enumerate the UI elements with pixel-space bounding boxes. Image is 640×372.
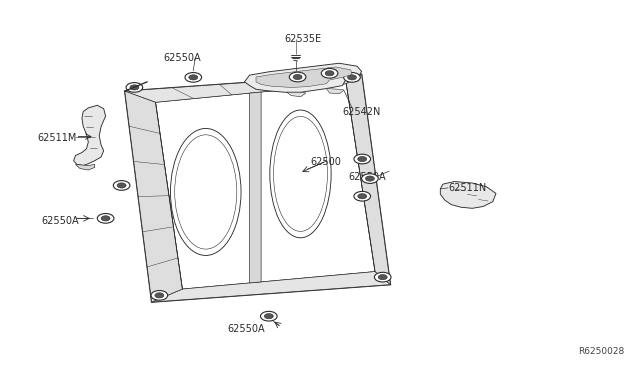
Circle shape bbox=[113, 180, 130, 190]
Circle shape bbox=[293, 74, 302, 80]
Circle shape bbox=[358, 193, 367, 199]
Circle shape bbox=[325, 71, 334, 76]
Polygon shape bbox=[346, 74, 390, 285]
Polygon shape bbox=[76, 164, 95, 170]
Circle shape bbox=[358, 156, 367, 161]
Text: 62535E: 62535E bbox=[285, 34, 322, 44]
Polygon shape bbox=[287, 92, 306, 97]
Circle shape bbox=[117, 183, 126, 188]
Circle shape bbox=[374, 272, 391, 282]
Ellipse shape bbox=[270, 110, 331, 238]
Text: 62542N: 62542N bbox=[342, 107, 381, 116]
Text: 62550A: 62550A bbox=[349, 172, 387, 182]
Text: 62550A: 62550A bbox=[163, 53, 201, 62]
Text: R6250028: R6250028 bbox=[578, 347, 624, 356]
Text: 62500: 62500 bbox=[310, 157, 341, 167]
Ellipse shape bbox=[170, 128, 241, 256]
Circle shape bbox=[260, 311, 277, 321]
Polygon shape bbox=[125, 74, 390, 302]
Polygon shape bbox=[125, 91, 182, 302]
Text: 62550A: 62550A bbox=[227, 324, 265, 334]
Circle shape bbox=[126, 83, 143, 92]
Circle shape bbox=[130, 85, 139, 90]
Circle shape bbox=[289, 72, 306, 82]
Circle shape bbox=[348, 75, 356, 80]
Circle shape bbox=[189, 75, 198, 80]
Circle shape bbox=[264, 314, 273, 319]
Polygon shape bbox=[326, 89, 344, 94]
Circle shape bbox=[354, 154, 371, 164]
Polygon shape bbox=[156, 84, 375, 289]
Polygon shape bbox=[256, 67, 352, 87]
Circle shape bbox=[378, 275, 387, 280]
Circle shape bbox=[101, 216, 110, 221]
Text: 62550A: 62550A bbox=[42, 217, 79, 226]
Polygon shape bbox=[250, 92, 261, 283]
Circle shape bbox=[344, 73, 360, 82]
Circle shape bbox=[155, 293, 164, 298]
Circle shape bbox=[354, 191, 371, 201]
Circle shape bbox=[151, 291, 168, 300]
Circle shape bbox=[362, 174, 378, 183]
Polygon shape bbox=[74, 105, 106, 166]
Circle shape bbox=[97, 214, 114, 223]
Polygon shape bbox=[440, 182, 496, 208]
Text: 62511M: 62511M bbox=[37, 133, 77, 142]
Text: 62511N: 62511N bbox=[448, 183, 486, 193]
Polygon shape bbox=[152, 272, 390, 302]
Circle shape bbox=[321, 68, 338, 78]
Circle shape bbox=[365, 176, 374, 181]
Polygon shape bbox=[125, 74, 362, 102]
Polygon shape bbox=[244, 63, 362, 92]
Circle shape bbox=[185, 73, 202, 82]
